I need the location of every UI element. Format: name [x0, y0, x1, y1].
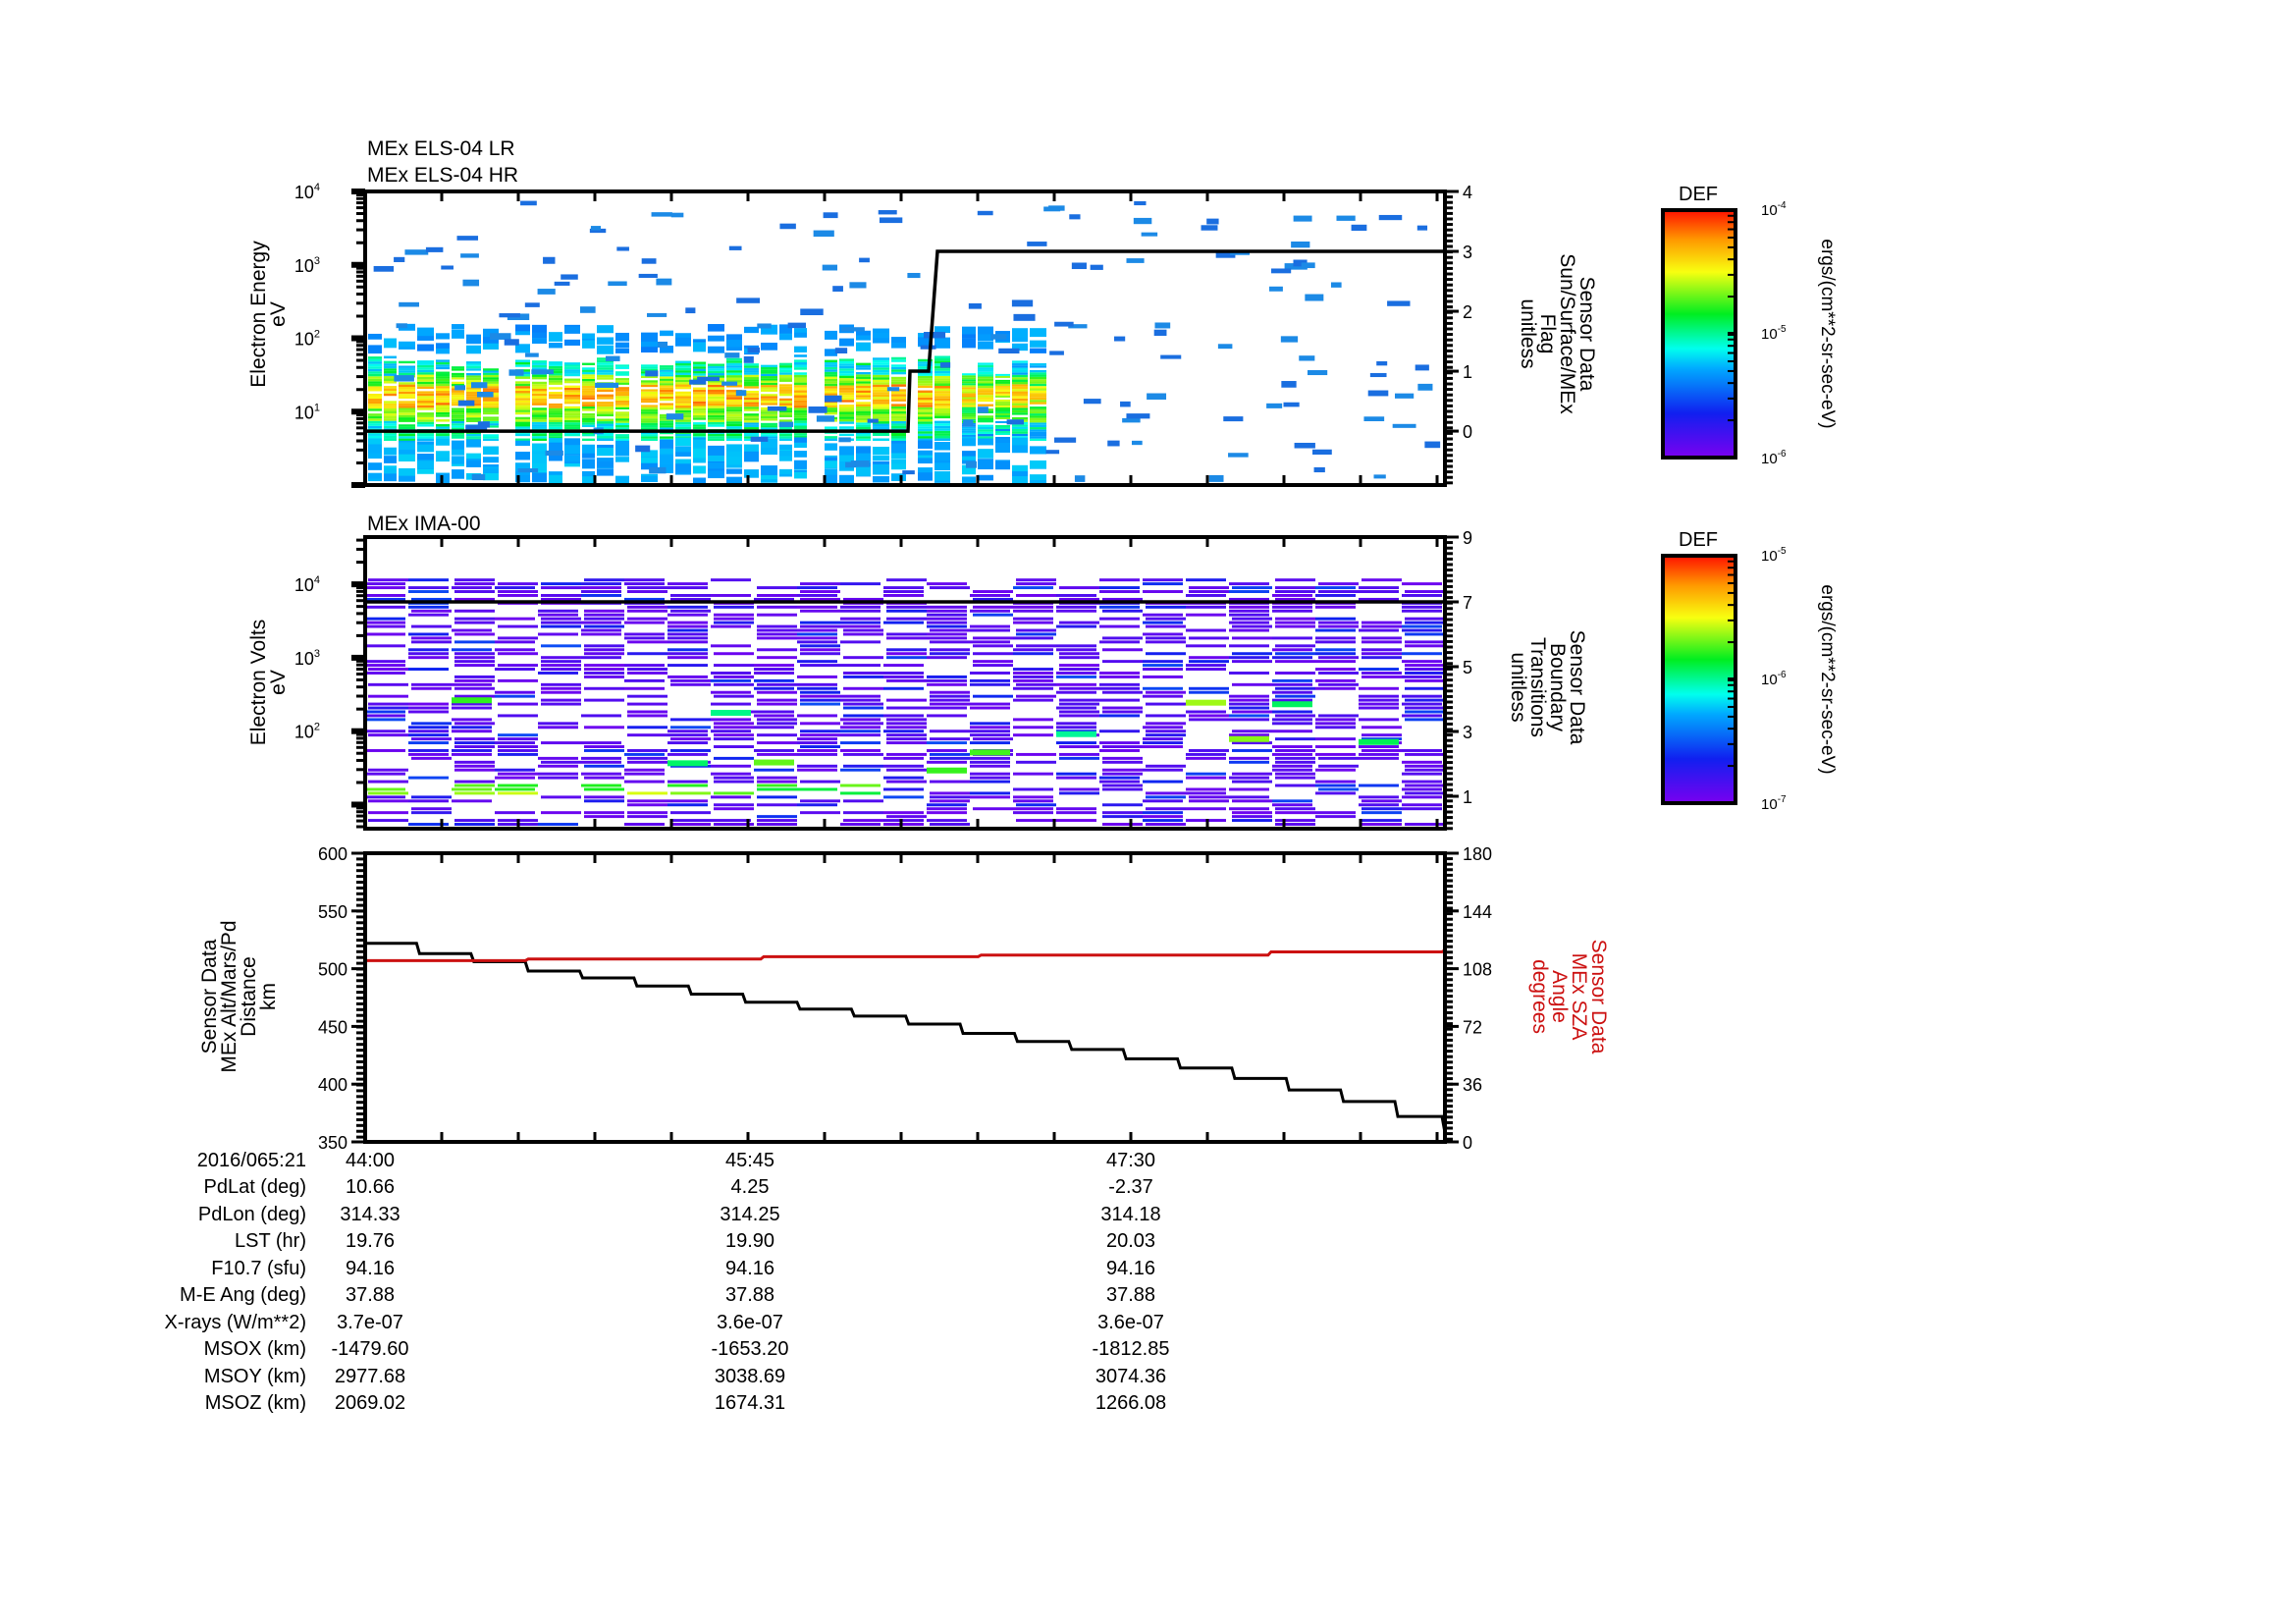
y-tick-label: 104: [294, 574, 320, 595]
altitude-line: [365, 942, 1447, 1133]
right-axis-tick-label: 5: [1463, 658, 1472, 677]
ephemeris-row-label: LST (hr): [235, 1230, 306, 1252]
ephemeris-value: 314.25: [720, 1203, 780, 1225]
ephemeris-value: 94.16: [1105, 1257, 1156, 1279]
right-axis-tick-label: 180: [1463, 844, 1492, 864]
y-tick-label: 350: [318, 1133, 347, 1153]
svg-text:Sensor DataBoundaryTransitions: Sensor DataBoundaryTransitionsunitless: [1507, 630, 1588, 745]
svg-text:Electron VoltseV: Electron VoltseV: [247, 620, 290, 745]
ephemeris-value: 3074.36: [1095, 1365, 1167, 1387]
time-tick-label: 45:45: [724, 1150, 775, 1171]
right-axis-tick-label: 3: [1463, 243, 1472, 262]
ephemeris-row-label: X-rays (W/m**2): [164, 1311, 306, 1333]
ephemeris-value: 2069.02: [334, 1392, 406, 1414]
svg-text:ergs/(cm**2-sr-sec-eV): ergs/(cm**2-sr-sec-eV): [1817, 584, 1838, 774]
right-axis-tick-label: 1: [1463, 362, 1472, 382]
ephemeris-value: 3038.69: [714, 1365, 786, 1387]
y-tick-label: 102: [294, 722, 320, 742]
y-tick-label: 400: [318, 1075, 347, 1095]
svg-text:Sensor DataSun/Surface/MExFlag: Sensor DataSun/Surface/MExFlagunitless: [1517, 253, 1598, 414]
ephemeris-value: 2977.68: [334, 1365, 406, 1387]
ephemeris-value: 94.16: [345, 1257, 396, 1279]
ephemeris-row-label: MSOX (km): [203, 1338, 306, 1360]
colorbar-tick-label: 10-6: [1761, 449, 1787, 467]
ephemeris-value: 3.6e-07: [1097, 1311, 1164, 1333]
y-tick-label: 104: [294, 182, 320, 202]
right-axis-tick-label: 144: [1463, 902, 1492, 922]
ephemeris-row-label: PdLat (deg): [203, 1176, 306, 1198]
svg-text:Sensor DataMEx SZAAngledegrees: Sensor DataMEx SZAAngledegrees: [1528, 940, 1610, 1055]
ephemeris-value: 20.03: [1105, 1230, 1156, 1252]
ephemeris-value: 3.6e-07: [717, 1311, 783, 1333]
time-tick-label: 47:30: [1105, 1150, 1156, 1171]
right-axis-tick-label: 4: [1463, 183, 1472, 202]
ephemeris-row-label: PdLon (deg): [197, 1203, 306, 1225]
ephemeris-row-label: M-E Ang (deg): [180, 1284, 306, 1306]
ephemeris-value: -1812.85: [1092, 1338, 1170, 1360]
ephemeris-value: 94.16: [724, 1257, 775, 1279]
plot-frame: [363, 535, 1447, 831]
colorbar-tick-label: 10-5: [1761, 324, 1787, 343]
ephemeris-value: 10.66: [345, 1176, 396, 1198]
panel-title: MEx ELS-04 LR: [367, 137, 515, 160]
colorbar-title: DEF: [1679, 184, 1718, 205]
right-axis-tick-label: 0: [1463, 1133, 1472, 1153]
time-header-label: 2016/065:21: [196, 1150, 306, 1171]
colorbar-tick-label: 10-4: [1761, 200, 1787, 219]
panel-title: MEx ELS-04 HR: [367, 164, 518, 187]
ephemeris-value: 314.33: [340, 1203, 400, 1225]
ephemeris-value: 37.88: [1105, 1284, 1156, 1306]
flag-line: [365, 249, 1445, 433]
ephemeris-value: 4.25: [730, 1176, 770, 1198]
y-tick-label: 101: [294, 402, 320, 422]
right-axis-tick-label: 72: [1463, 1017, 1482, 1037]
ephemeris-row-label: MSOY (km): [203, 1365, 306, 1387]
colorbar-tick-label: 10-6: [1761, 670, 1787, 688]
ephemeris-value: -2.37: [1108, 1176, 1153, 1198]
sza-line: [365, 948, 1446, 962]
colorbar-tick-label: 10-5: [1761, 546, 1787, 565]
ephemeris-value: 314.18: [1100, 1203, 1161, 1225]
right-axis-tick-label: 1: [1463, 787, 1472, 807]
colorbar-title: DEF: [1679, 529, 1718, 551]
ephemeris-value: 37.88: [724, 1284, 775, 1306]
right-axis-tick-label: 9: [1463, 528, 1472, 548]
right-axis-tick-label: 3: [1463, 723, 1472, 742]
right-axis-tick-label: 108: [1463, 960, 1492, 980]
y-tick-label: 600: [318, 844, 347, 864]
ephemeris-value: 37.88: [345, 1284, 396, 1306]
panel-title: MEx IMA-00: [367, 513, 481, 535]
ephemeris-value: 3.7e-07: [337, 1311, 403, 1333]
y-tick-label: 103: [294, 648, 320, 669]
ephemeris-value: 19.90: [724, 1230, 775, 1252]
plot-frame: [363, 851, 1447, 1144]
colorbar-tick-label: 10-7: [1761, 794, 1787, 813]
svg-text:Sensor DataMEx Alt/Mars/PdDist: Sensor DataMEx Alt/Mars/PdDistancekm: [198, 920, 280, 1072]
y-tick-label: 500: [318, 960, 347, 980]
altitude-sza-panel: 350 400 450 500 550 600 0 36 72 108 144 180 Sensor D…: [198, 844, 1610, 1153]
y-tick-label: 550: [318, 902, 347, 922]
ephemeris-value: 1674.31: [714, 1392, 786, 1414]
ephemeris-row-label: F10.7 (sfu): [211, 1257, 306, 1279]
right-axis-tick-label: 7: [1463, 593, 1472, 613]
ephemeris-value: -1479.60: [331, 1338, 409, 1360]
ephemeris-value: 19.76: [345, 1230, 396, 1252]
ima-colorbar: DEF 10-5 10-6 10-7 ergs/(cm**2-sr-sec-eV): [1661, 529, 1838, 813]
time-tick-label: 44:00: [345, 1150, 396, 1171]
ephemeris-value: -1653.20: [711, 1338, 789, 1360]
ephemeris-value: 1266.08: [1095, 1392, 1167, 1414]
y-tick-label: 103: [294, 255, 320, 276]
els-colorbar: DEF 10-4 10-5 10-6 ergs/(cm**2-sr-sec-eV): [1661, 184, 1838, 467]
y-tick-label: 450: [318, 1017, 347, 1037]
right-axis-tick-label: 36: [1463, 1075, 1482, 1095]
svg-text:Electron EnergyeV: Electron EnergyeV: [247, 241, 290, 388]
right-axis-tick-label: 0: [1463, 422, 1472, 442]
svg-text:ergs/(cm**2-sr-sec-eV): ergs/(cm**2-sr-sec-eV): [1817, 239, 1838, 428]
ephemeris-row-label: MSOZ (km): [204, 1392, 306, 1414]
y-tick-label: 102: [294, 329, 320, 350]
right-axis-tick-label: 2: [1463, 302, 1472, 322]
